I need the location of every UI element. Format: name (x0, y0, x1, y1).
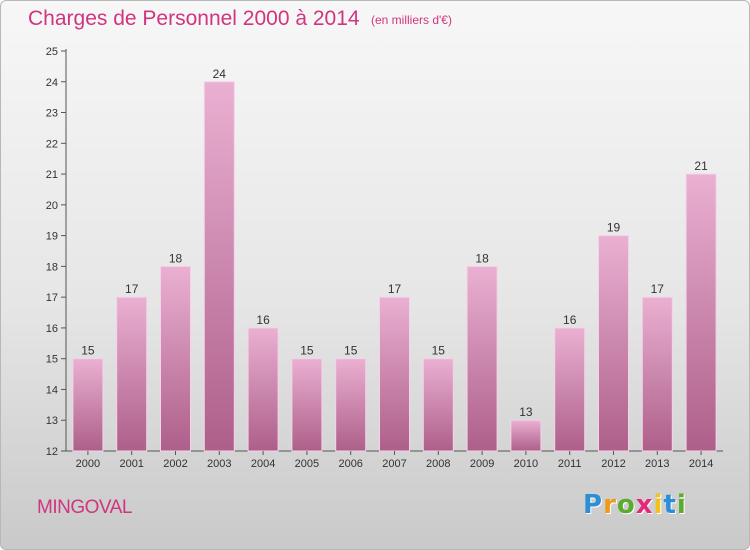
data-label: 18 (169, 251, 183, 265)
data-label: 17 (651, 282, 665, 296)
y-tick-label: 14 (46, 384, 58, 396)
data-label: 15 (432, 344, 446, 358)
bar (641, 296, 673, 452)
bar (685, 173, 717, 452)
y-tick-label: 13 (46, 415, 58, 427)
x-tick-label: 2006 (338, 458, 362, 470)
y-tick-label: 23 (46, 108, 58, 120)
data-label: 13 (519, 405, 533, 419)
y-tick-label: 12 (46, 446, 58, 458)
data-label: 16 (563, 313, 577, 327)
data-label: 19 (607, 221, 621, 235)
x-tick-label: 2013 (645, 458, 669, 470)
proxiti-logo[interactable]: Proxiti (583, 490, 687, 520)
bar (160, 265, 191, 452)
logo-letter: o (616, 490, 636, 520)
y-tick-label: 19 (46, 231, 58, 243)
data-label: 21 (694, 159, 708, 173)
data-label: 24 (213, 67, 227, 81)
x-tick-label: 2007 (382, 458, 406, 470)
x-tick-label: 2010 (514, 458, 538, 470)
data-label: 15 (81, 344, 95, 358)
x-tick-label: 2012 (601, 458, 625, 470)
data-label: 18 (475, 251, 489, 265)
logo-letter: P (583, 490, 604, 520)
bar (203, 81, 235, 452)
x-tick-label: 2000 (76, 458, 100, 470)
bar (510, 419, 542, 452)
bar (554, 327, 586, 452)
x-tick-label: 2003 (207, 458, 231, 470)
commune-name: MINGOVAL (37, 497, 132, 518)
y-tick-label: 15 (46, 354, 58, 366)
data-label: 16 (256, 313, 270, 327)
bar (379, 296, 410, 452)
x-tick-label: 2014 (689, 458, 713, 470)
data-label: 17 (125, 282, 139, 296)
chart-subtitle: (en milliers d'€) (371, 13, 452, 27)
bar (598, 235, 629, 452)
x-tick-label: 2011 (558, 458, 582, 470)
data-label: 15 (344, 344, 358, 358)
bar (247, 327, 279, 452)
logo-letter: r (603, 490, 617, 520)
data-label: 17 (388, 282, 402, 296)
logo-letter: t (663, 490, 677, 520)
chart-title: Charges de Personnel 2000 à 2014 (28, 7, 360, 30)
logo-letter: x (635, 490, 654, 520)
y-tick-label: 25 (46, 46, 58, 58)
bar (466, 265, 498, 452)
bar (72, 358, 104, 452)
y-tick-label: 21 (46, 169, 58, 181)
bar (335, 358, 367, 452)
y-tick-label: 17 (46, 292, 58, 304)
data-label: 15 (300, 344, 314, 358)
x-tick-label: 2004 (251, 458, 275, 470)
y-tick-label: 20 (46, 200, 58, 212)
x-tick-label: 2008 (426, 458, 450, 470)
logo-letter: i (676, 490, 687, 520)
bar (291, 358, 323, 452)
logo-letter: i (653, 490, 664, 520)
y-tick-label: 24 (46, 77, 58, 89)
y-tick-label: 16 (46, 323, 58, 335)
x-tick-label: 2005 (295, 458, 319, 470)
bar (116, 296, 148, 452)
x-tick-label: 2001 (119, 458, 143, 470)
bar (422, 358, 454, 452)
x-tick-label: 2009 (470, 458, 494, 470)
y-tick-label: 22 (46, 138, 58, 150)
x-tick-label: 2002 (163, 458, 187, 470)
y-tick-label: 18 (46, 261, 58, 273)
